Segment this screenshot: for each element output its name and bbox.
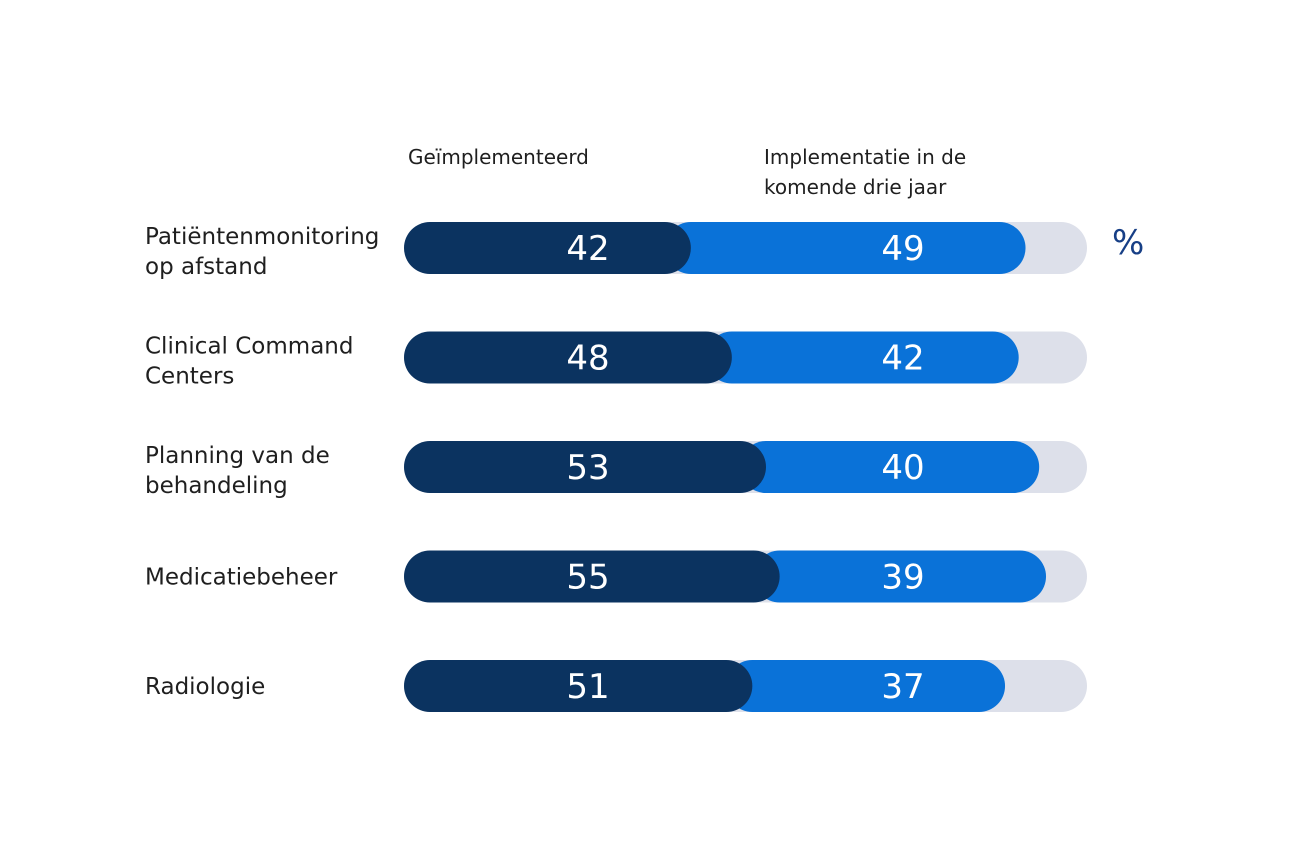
value-label-planned: 39 (881, 558, 924, 598)
bar-segment-implemented (404, 222, 691, 274)
value-label-implemented: 51 (566, 667, 609, 707)
bar-row (404, 331, 1087, 384)
bar-segment-planned (664, 222, 1026, 274)
bar-segment-planned (705, 331, 1019, 384)
value-label-planned: 37 (881, 667, 924, 707)
category-label: Clinical Command Centers (145, 334, 353, 390)
legend-label-1: Geïmplementeerd (408, 145, 589, 169)
bar-segment-implemented (404, 660, 753, 712)
bar-row (404, 550, 1087, 603)
unit-label: % (1112, 223, 1144, 263)
bar-segment-planned (739, 441, 1040, 493)
bar-segment-implemented (404, 550, 780, 603)
value-label-implemented: 55 (566, 558, 609, 598)
bar-segment-implemented (404, 441, 766, 493)
value-label-planned: 40 (881, 448, 924, 488)
category-label: Medicatiebeheer (145, 565, 338, 591)
value-label-implemented: 42 (566, 229, 609, 269)
value-label-planned: 42 (881, 339, 924, 379)
legend-label-2: Implementatie in de komende drie jaar (764, 145, 966, 199)
bar-row (404, 660, 1087, 712)
bar-segment-planned (726, 660, 1006, 712)
bar-segment-planned (753, 550, 1047, 603)
value-label-implemented: 53 (566, 448, 609, 488)
category-label: Patiëntenmonitoring op afstand (145, 224, 379, 280)
bar-segment-implemented (404, 331, 732, 384)
value-label-planned: 49 (881, 229, 924, 269)
category-label: Radiologie (145, 674, 265, 700)
category-label: Planning van de behandeling (145, 443, 330, 499)
bar-row (404, 441, 1087, 493)
value-label-implemented: 48 (566, 339, 609, 379)
bar-row (404, 222, 1087, 274)
